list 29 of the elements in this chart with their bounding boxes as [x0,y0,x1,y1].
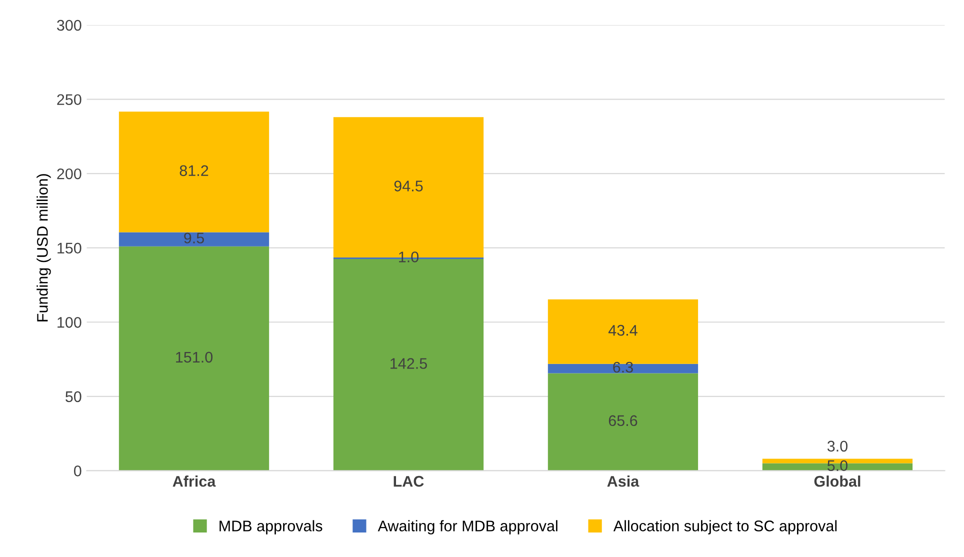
bar [118,246,270,471]
bar [118,232,270,246]
legend-label: Awaiting for MDB approval [378,520,558,534]
y-tick-label: 150 [58,242,82,254]
y-tick-label: 50 [66,391,82,402]
x-tick-label: Global [814,476,860,487]
x-tick-label: Asia [607,476,640,487]
x-tick-label: LAC [394,476,424,487]
bar [118,112,270,232]
bar [548,373,698,471]
legend-label: Allocation subject to SC approval [613,520,837,534]
data-label: 65.6 [608,415,638,426]
data-label: 9.5 [184,232,204,244]
data-label: 81.2 [180,165,208,176]
y-tick-label: 200 [57,168,82,180]
data-label: 142.5 [390,358,427,369]
data-label: 151.0 [176,352,213,363]
x-tick-label: Africa [172,476,216,487]
data-label: 3.0 [827,440,848,452]
y-tick-label: 100 [58,317,82,328]
y-axis-title: Funding (USD million) [36,174,51,322]
data-label: 6.3 [613,362,633,373]
legend-label: MDB approvals [220,520,322,534]
data-label: 94.5 [394,180,423,192]
data-label: 43.4 [608,324,638,336]
y-tick-label: 0 [74,466,82,476]
y-tick-label: 250 [57,94,82,106]
bar [548,364,698,374]
y-tick-label: 300 [56,20,82,31]
